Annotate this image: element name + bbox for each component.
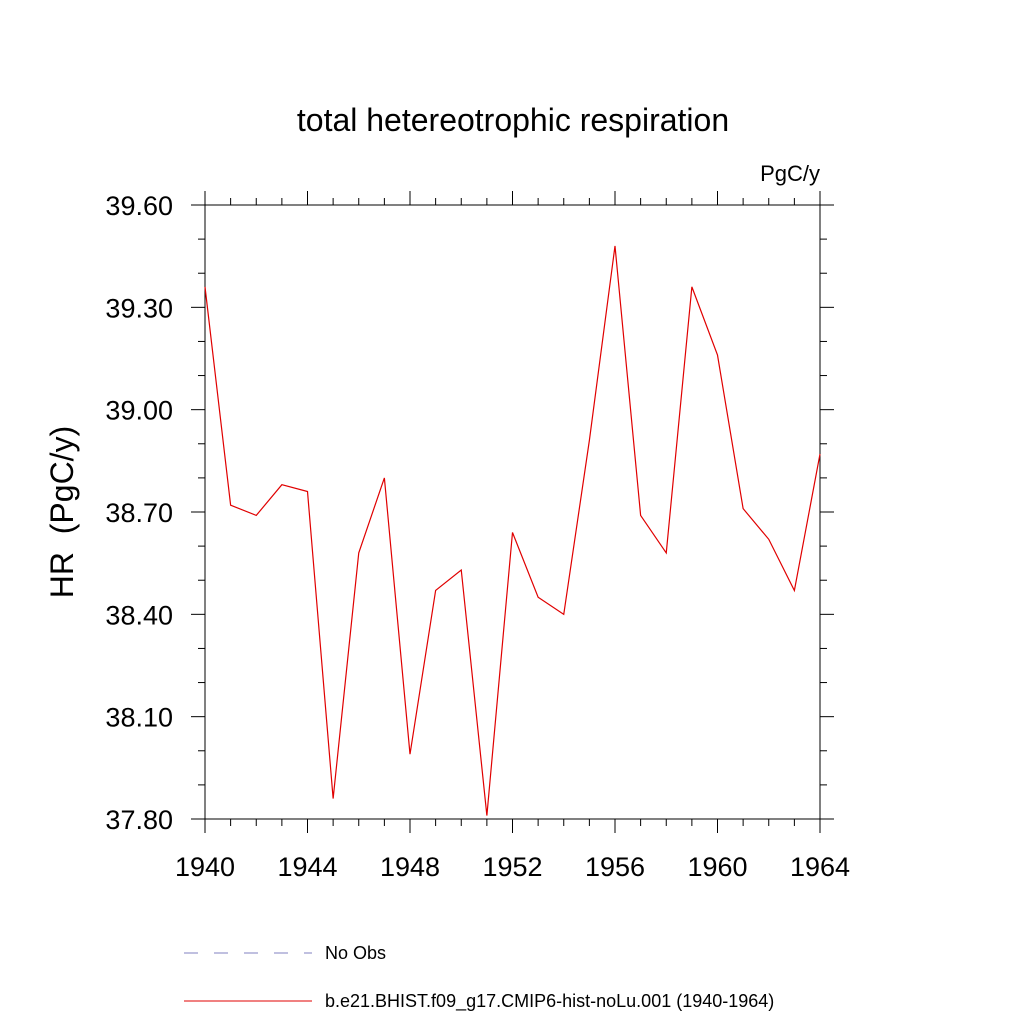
x-tick-label: 1944 [277,852,337,882]
y-tick-label: 38.40 [105,600,173,630]
series-line-1 [204,245,821,816]
y-tick-label: 39.00 [105,396,173,426]
y-tick-label: 39.60 [105,191,173,221]
x-tick-label: 1948 [380,852,440,882]
x-tick-label: 1952 [482,852,542,882]
y-axis-label: HR (PgC/y) [44,426,80,598]
axis-ticks [191,191,834,833]
y-tick-label: 38.70 [105,498,173,528]
series-layer [204,245,821,816]
plot-frame [204,204,821,820]
x-tick-label: 1964 [790,852,850,882]
y-tick-label: 38.10 [105,703,173,733]
y-tick-label: 37.80 [105,805,173,835]
x-tick-label: 1960 [687,852,747,882]
x-tick-labels: 1940 1944 1948 1952 1956 1960 1964 [175,852,850,882]
chart-title: total hetereotrophic respiration [297,102,729,138]
legend-label-no-obs: No Obs [325,943,386,963]
x-tick-label: 1940 [175,852,235,882]
units-label: PgC/y [760,161,820,186]
y-tick-label: 39.30 [105,293,173,323]
x-tick-label: 1956 [585,852,645,882]
legend-label-model: b.e21.BHIST.f09_g17.CMIP6-hist-noLu.001 … [325,991,774,1012]
legend: No Obs b.e21.BHIST.f09_g17.CMIP6-hist-no… [184,943,774,1012]
y-tick-labels: 37.80 38.10 38.40 38.70 39.00 39.30 39.60 [105,191,173,835]
